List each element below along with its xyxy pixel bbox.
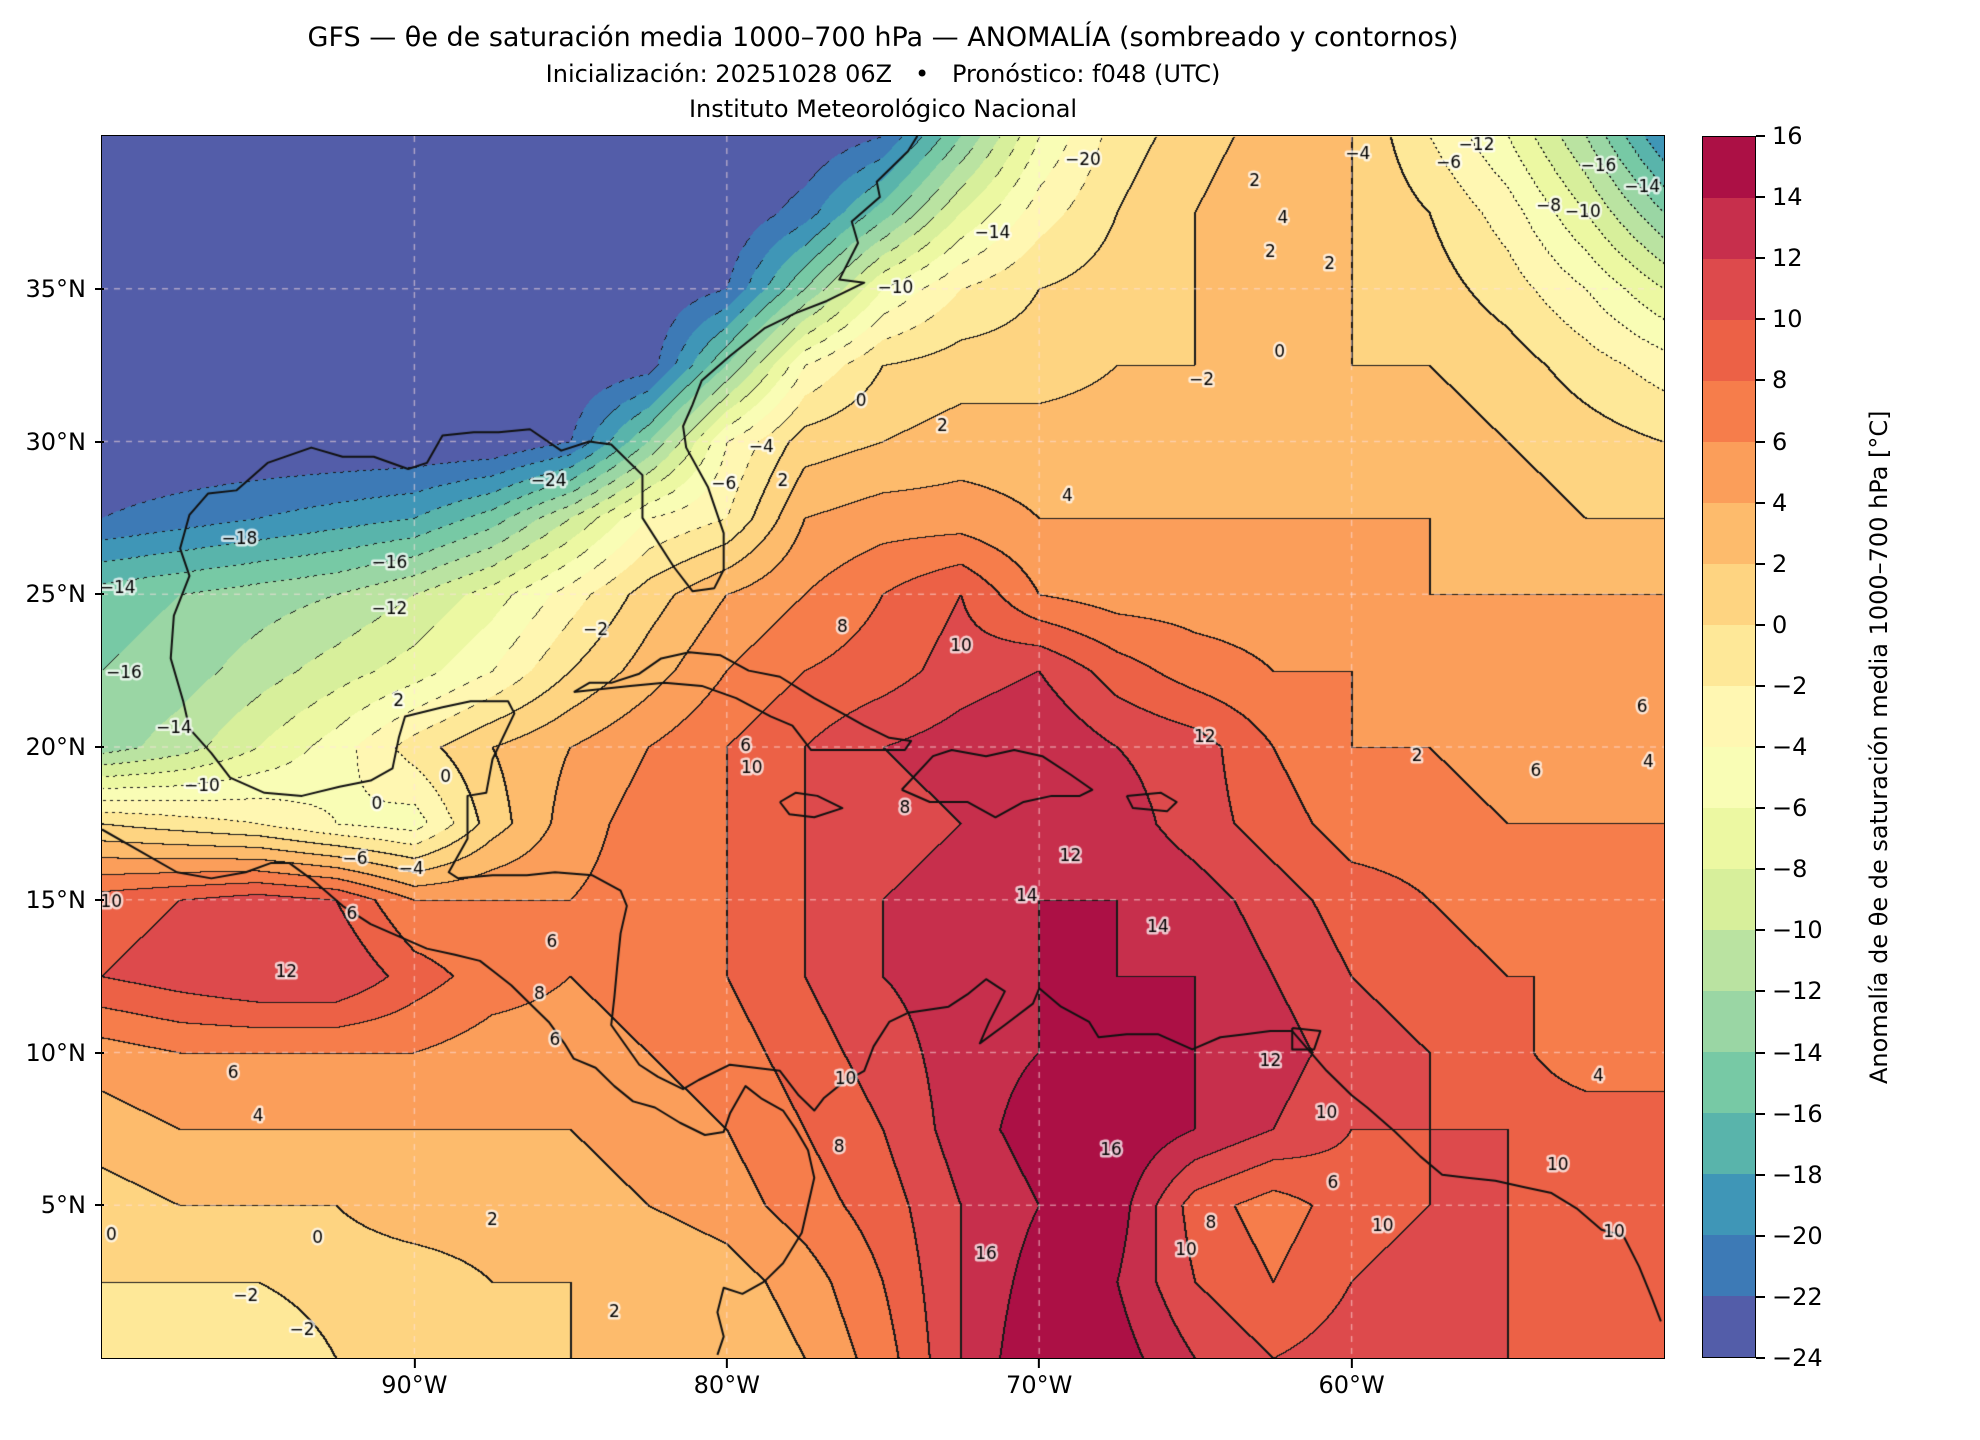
colorbar-segment <box>1703 1052 1755 1113</box>
figure-institution: Instituto Meteorológico Nacional <box>688 95 1078 123</box>
colorbar-tick-label: 8 <box>1755 366 1788 395</box>
colorbar-tick-label: −16 <box>1756 1099 1823 1128</box>
y-tick-label: 15°N <box>25 885 104 914</box>
colorbar-segment <box>1703 686 1755 747</box>
colorbar-segment <box>1703 137 1755 198</box>
figure-subtitle: Inicialización: 20251028 06Z • Pronóstic… <box>545 60 1221 88</box>
colorbar-tick-label: −14 <box>1756 1038 1823 1067</box>
y-tick-label: 30°N <box>25 427 104 456</box>
colorbar-segment <box>1703 1174 1755 1235</box>
y-tick-label: 10°N <box>25 1038 104 1067</box>
colorbar-tick-label: −10 <box>1756 916 1823 945</box>
figure-title: GFS — θe de saturación media 1000–700 hP… <box>307 22 1459 53</box>
x-tick-label: 90°W <box>381 1359 448 1399</box>
y-tick-label: 35°N <box>25 274 104 303</box>
colorbar-segment <box>1703 991 1755 1052</box>
colorbar-ticks: 16 14 12 10 8 6 4 2 0 −2 −4 −6 −8 −10 −12 −14 −16 −18 −20 −… <box>1755 122 1876 1372</box>
colorbar-tick-label: −12 <box>1756 977 1823 1006</box>
colorbar-tick-label: 16 <box>1756 122 1803 150</box>
colorbar-segment <box>1703 503 1755 564</box>
colorbar-segment <box>1703 1296 1755 1357</box>
colorbar-tick-label: −8 <box>1755 855 1808 884</box>
colorbar <box>1702 136 1756 1358</box>
x-tick-label: 80°W <box>693 1359 760 1399</box>
colorbar-segment <box>1703 381 1755 442</box>
y-tick-label: 25°N <box>25 580 104 609</box>
colorbar-tick-label: −6 <box>1755 794 1808 823</box>
colorbar-segment <box>1703 1235 1755 1296</box>
colorbar-segment <box>1703 625 1755 686</box>
colorbar-tick-label: 6 <box>1755 427 1788 456</box>
y-tick-label: 20°N <box>25 733 104 761</box>
colorbar-segment <box>1703 747 1755 808</box>
colorbar-segment <box>1703 930 1755 991</box>
y-axis: 35°N 30°N 25°N 20°N 15°N 10°N 5°N <box>0 136 105 1358</box>
colorbar-segment <box>1703 442 1755 503</box>
x-tick-label: 60°W <box>1318 1359 1385 1399</box>
colorbar-tick-label: 14 <box>1756 183 1803 212</box>
x-axis: 90°W 80°W 70°W 60°W <box>102 1359 1664 1403</box>
colorbar-segment <box>1703 808 1755 869</box>
colorbar-segment <box>1703 1113 1755 1174</box>
colorbar-tick-label: 10 <box>1756 305 1803 334</box>
colorbar-segment <box>1703 869 1755 930</box>
colorbar-segment <box>1703 259 1755 320</box>
colorbar-tick-label: 0 <box>1755 610 1788 639</box>
colorbar-tick-label: 12 <box>1756 244 1803 273</box>
colorbar-label: Anomalía de θe de saturación media 1000–… <box>1865 410 1893 1084</box>
colorbar-segment <box>1703 564 1755 625</box>
colorbar-tick-label: 4 <box>1755 488 1788 517</box>
colorbar-tick-label: −22 <box>1756 1282 1823 1311</box>
colorbar-tick-label: 2 <box>1755 549 1788 578</box>
y-tick-label: 5°N <box>40 1191 105 1220</box>
colorbar-segment <box>1703 320 1755 381</box>
colorbar-tick-label: −4 <box>1755 733 1808 761</box>
colorbar-tick-label: −24 <box>1756 1344 1823 1372</box>
colorbar-tick-label: −20 <box>1756 1221 1823 1250</box>
colorbar-segment <box>1703 198 1755 259</box>
colorbar-tick-label: −18 <box>1756 1160 1823 1189</box>
plot-area <box>101 135 1665 1359</box>
map-canvas <box>101 135 1665 1359</box>
x-tick-label: 70°W <box>1006 1359 1073 1399</box>
colorbar-tick-label: −2 <box>1755 671 1808 700</box>
